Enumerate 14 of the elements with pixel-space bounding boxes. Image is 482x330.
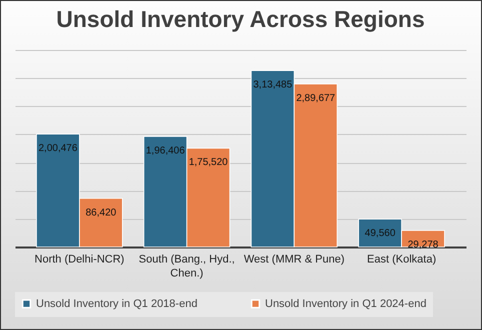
data-label: 2,89,677 <box>296 92 336 104</box>
legend-label: Unsold Inventory in Q1 2018-end <box>36 298 198 310</box>
chart-title: Unsold Inventory Across Regions <box>56 6 425 32</box>
x-tick-label: East (Kolkata) <box>367 254 436 266</box>
data-label: 2,00,476 <box>38 143 78 154</box>
data-label: 1,96,406 <box>146 145 186 156</box>
data-label: 49,560 <box>364 228 396 240</box>
x-tick-label: South (Bang., Hyd., Chen.) <box>138 254 235 280</box>
data-label: 1,75,520 <box>188 157 228 168</box>
x-tick-label: West (MMR & Pune) <box>244 254 345 266</box>
data-label: 86,420 <box>86 207 117 218</box>
legend-label: Unsold Inventory in Q1 2024-end <box>265 298 426 310</box>
x-tick-label: North (Delhi-NCR) <box>34 254 124 266</box>
data-label: 3,13,485 <box>253 80 293 91</box>
